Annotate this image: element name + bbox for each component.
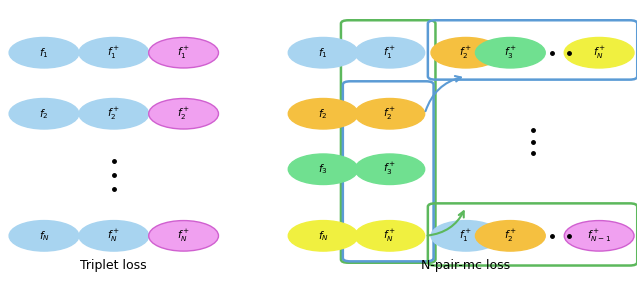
Text: $f_3^+$: $f_3^+$ (383, 161, 396, 177)
Circle shape (431, 220, 501, 251)
Circle shape (355, 154, 425, 185)
Circle shape (355, 98, 425, 129)
Circle shape (288, 220, 358, 251)
Text: $f_N^+$: $f_N^+$ (383, 228, 396, 244)
Circle shape (148, 220, 218, 251)
Circle shape (431, 37, 501, 68)
Circle shape (79, 98, 148, 129)
Text: $f_2$: $f_2$ (319, 107, 328, 121)
Text: $f_1$: $f_1$ (39, 46, 49, 60)
Text: $f_1^+$: $f_1^+$ (383, 45, 396, 61)
Circle shape (564, 37, 634, 68)
Text: Triplet loss: Triplet loss (81, 259, 147, 272)
Text: N-pair-mc loss: N-pair-mc loss (421, 259, 511, 272)
Circle shape (79, 220, 148, 251)
Text: $f_3$: $f_3$ (318, 162, 328, 176)
Text: $f_2^+$: $f_2^+$ (460, 45, 472, 61)
Text: $f_2^+$: $f_2^+$ (108, 106, 120, 122)
Text: $f_2^+$: $f_2^+$ (383, 106, 396, 122)
Text: $f_{N-1}^+$: $f_{N-1}^+$ (587, 228, 611, 244)
Text: $f_N^+$: $f_N^+$ (108, 228, 120, 244)
Circle shape (476, 220, 545, 251)
Circle shape (288, 37, 358, 68)
Text: $f_1^+$: $f_1^+$ (108, 45, 120, 61)
Circle shape (9, 98, 79, 129)
Text: $f_N$: $f_N$ (38, 229, 49, 243)
Text: $f_2^+$: $f_2^+$ (504, 228, 517, 244)
Circle shape (9, 220, 79, 251)
Circle shape (564, 220, 634, 251)
Text: $f_N^+$: $f_N^+$ (593, 45, 605, 61)
Circle shape (355, 37, 425, 68)
Circle shape (288, 98, 358, 129)
FancyArrowPatch shape (426, 76, 461, 111)
Text: $f_1$: $f_1$ (318, 46, 328, 60)
Text: $f_N^+$: $f_N^+$ (177, 228, 190, 244)
Circle shape (288, 154, 358, 185)
Circle shape (9, 37, 79, 68)
Circle shape (148, 37, 218, 68)
Text: $f_2$: $f_2$ (39, 107, 49, 121)
Circle shape (79, 37, 148, 68)
Circle shape (148, 98, 218, 129)
Text: $f_N$: $f_N$ (317, 229, 328, 243)
FancyArrowPatch shape (428, 211, 464, 235)
Circle shape (476, 37, 545, 68)
Text: $f_1^+$: $f_1^+$ (177, 45, 190, 61)
Text: $f_3^+$: $f_3^+$ (504, 45, 517, 61)
Circle shape (355, 220, 425, 251)
Text: $f_2^+$: $f_2^+$ (177, 106, 190, 122)
Text: $f_1^+$: $f_1^+$ (460, 228, 472, 244)
